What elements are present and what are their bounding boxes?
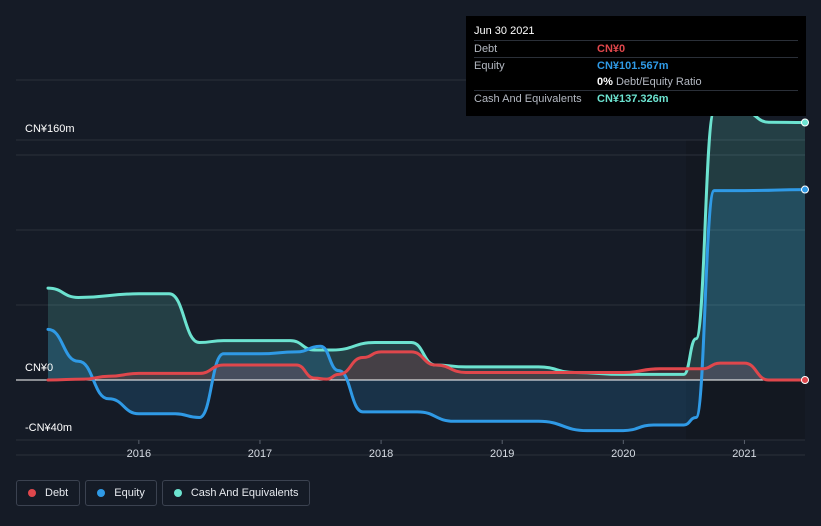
x-tick-label: 2020 [611,448,635,460]
series-lines [46,110,807,433]
legend: Debt Equity Cash And Equivalents [16,480,311,506]
cash-end-marker [801,118,809,127]
tooltip-date: Jun 30 2021 [474,25,535,37]
cash-area [48,111,805,381]
legend-item-equity[interactable]: Equity [85,480,157,506]
debt-end-marker [801,376,809,384]
tooltip-label: Cash And Equivalents [474,93,582,105]
tooltip-row-equity: Equity CN¥101.567m [474,57,798,74]
y-tick-label-top: CN¥160m [25,123,75,135]
tooltip-value: CN¥137.326m [597,93,669,105]
y-tick-label-bottom: -CN¥40m [25,422,73,434]
tooltip-label: Equity [474,60,505,72]
legend-label: Equity [114,487,145,499]
equity-end-marker [801,185,809,194]
legend-item-debt[interactable]: Debt [16,480,81,506]
x-tick-label: 2019 [490,448,514,460]
tooltip-label [474,74,597,90]
x-tick-label: 2018 [369,448,393,460]
tooltip-row-debt: Debt CN¥0 [474,40,798,57]
tooltip-value: CN¥101.567m [597,60,669,72]
equity-area [48,189,805,431]
legend-dot-icon [97,489,106,497]
legend-dot-icon [28,489,36,497]
x-axis-ticks: 2016 2017 2018 2019 2020 2021 [127,440,757,460]
legend-item-cash[interactable]: Cash And Equivalents [161,480,311,506]
x-tick-label: 2021 [732,448,756,460]
tooltip-value: 0% [597,76,613,88]
tooltip-label: Debt [474,43,498,55]
tooltip-value: CN¥0 [597,43,626,55]
legend-dot-icon [173,489,182,497]
equity-line [46,188,807,433]
tooltip-row-cash: Cash And Equivalents CN¥137.326m [474,90,798,107]
tooltip-note: Debt/Equity Ratio [615,76,702,88]
series-end-markers [801,118,809,384]
legend-label: Debt [45,487,69,499]
tooltip: Jun 30 2021 Debt CN¥0 Equity CN¥101.567m… [466,16,806,116]
y-tick-label-zero: CN¥0 [25,362,54,374]
legend-label: Cash And Equivalents [190,487,299,499]
tooltip-row-ratio: 0% Debt/Equity Ratio [474,74,798,90]
x-tick-label: 2017 [248,448,272,460]
debt-line [46,350,807,382]
grid-lines [16,79,805,456]
x-tick-label: 2016 [127,448,151,460]
